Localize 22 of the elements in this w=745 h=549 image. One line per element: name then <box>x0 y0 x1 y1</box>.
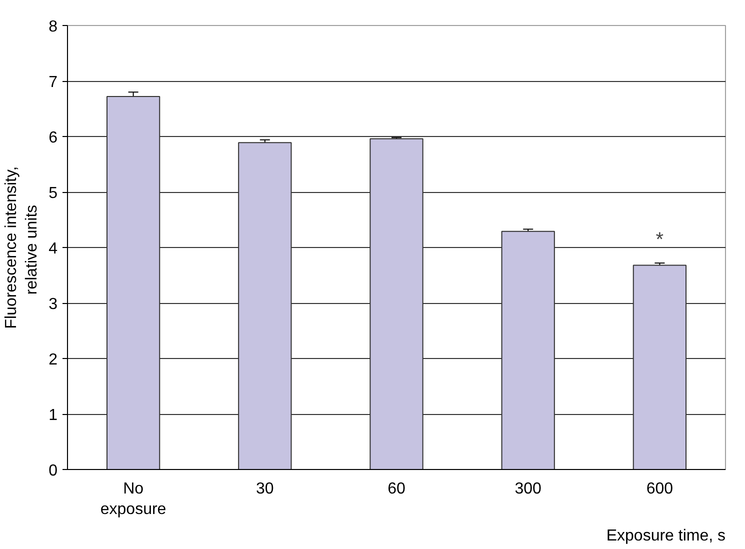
annotation: * <box>656 229 664 252</box>
y-tick-label: 0 <box>48 462 58 480</box>
y-tick-label: 8 <box>48 18 58 36</box>
x-tick-label: 30 <box>256 480 274 498</box>
y-tick-label: 1 <box>48 407 58 424</box>
y-tick-label: 5 <box>48 185 58 202</box>
x-tick-label: 60 <box>388 480 406 498</box>
y-tick-label: 6 <box>48 130 58 146</box>
x-axis-title: Exposure time, s <box>606 528 726 544</box>
bar <box>632 264 687 470</box>
y-tick-label: 4 <box>48 240 58 258</box>
y-tick-label: 2 <box>48 352 58 368</box>
bar <box>106 96 160 470</box>
bar <box>238 142 292 470</box>
x-tick-label: No exposure <box>100 480 166 518</box>
x-tick-label: 300 <box>514 480 542 498</box>
y-tick-label: 7 <box>48 74 58 91</box>
y-tick-label: 3 <box>48 296 58 313</box>
y-axis-title: Fluorescence intensity, relative units <box>3 166 41 329</box>
x-tick-label: 600 <box>646 480 674 498</box>
bar <box>501 230 555 470</box>
bar <box>370 138 424 470</box>
